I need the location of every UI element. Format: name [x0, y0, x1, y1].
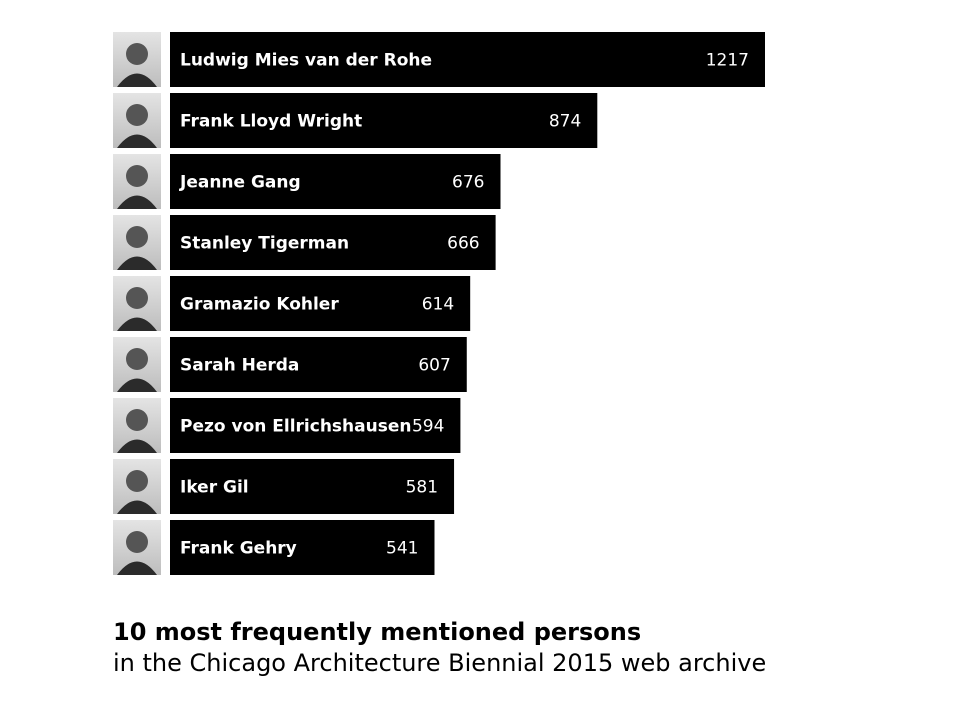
bar: [170, 276, 471, 331]
bar-value-label: 607: [418, 356, 450, 376]
bar: [170, 32, 765, 87]
bar-value-label: 581: [406, 478, 438, 498]
bar-value-label: 594: [412, 417, 444, 437]
bar: [170, 154, 501, 209]
bar-category-label: Gramazio Kohler: [180, 295, 339, 315]
portrait-photo-icon: [113, 459, 161, 514]
chart-subtitle: in the Chicago Architecture Biennial 201…: [113, 649, 767, 677]
bar-value-label: 666: [447, 234, 479, 254]
bar: [170, 93, 598, 148]
portrait-photo-icon: [113, 276, 161, 331]
bar-chart: Ludwig Mies van der Rohe 1217 Frank Lloyd …: [113, 32, 765, 575]
portrait-photo-icon: [113, 398, 161, 453]
bar-value-label: 676: [452, 173, 484, 193]
bar: [170, 398, 461, 453]
bar-value-label: 1217: [706, 51, 749, 71]
bar-category-label: Frank Gehry: [180, 539, 297, 559]
bar: [170, 520, 435, 575]
bar-value-label: 874: [549, 112, 581, 132]
bar-category-label: Stanley Tigerman: [180, 234, 349, 254]
portrait-photo-icon: [113, 93, 161, 148]
portrait-photo-icon: [113, 154, 161, 209]
chart-title: 10 most frequently mentioned persons: [113, 618, 642, 646]
bar-category-label: Sarah Herda: [180, 356, 299, 376]
bar: [170, 459, 455, 514]
bar-category-label: Frank Lloyd Wright: [180, 112, 362, 132]
portrait-photo-icon: [113, 337, 161, 392]
bar-category-label: Ludwig Mies van der Rohe: [180, 51, 432, 71]
bar-category-label: Iker Gil: [180, 478, 249, 498]
bar: [170, 215, 496, 270]
bar-category-label: Pezo von Ellrichshausen: [180, 417, 411, 437]
portrait-photo-icon: [113, 215, 161, 270]
portrait-photo-icon: [113, 520, 161, 575]
bar: [170, 337, 467, 392]
bar-category-label: Jeanne Gang: [179, 173, 301, 193]
bar-value-label: 614: [422, 295, 454, 315]
bar-value-label: 541: [386, 539, 418, 559]
portrait-photo-icon: [113, 32, 161, 87]
chart-caption: 10 most frequently mentioned persons in …: [113, 617, 933, 679]
